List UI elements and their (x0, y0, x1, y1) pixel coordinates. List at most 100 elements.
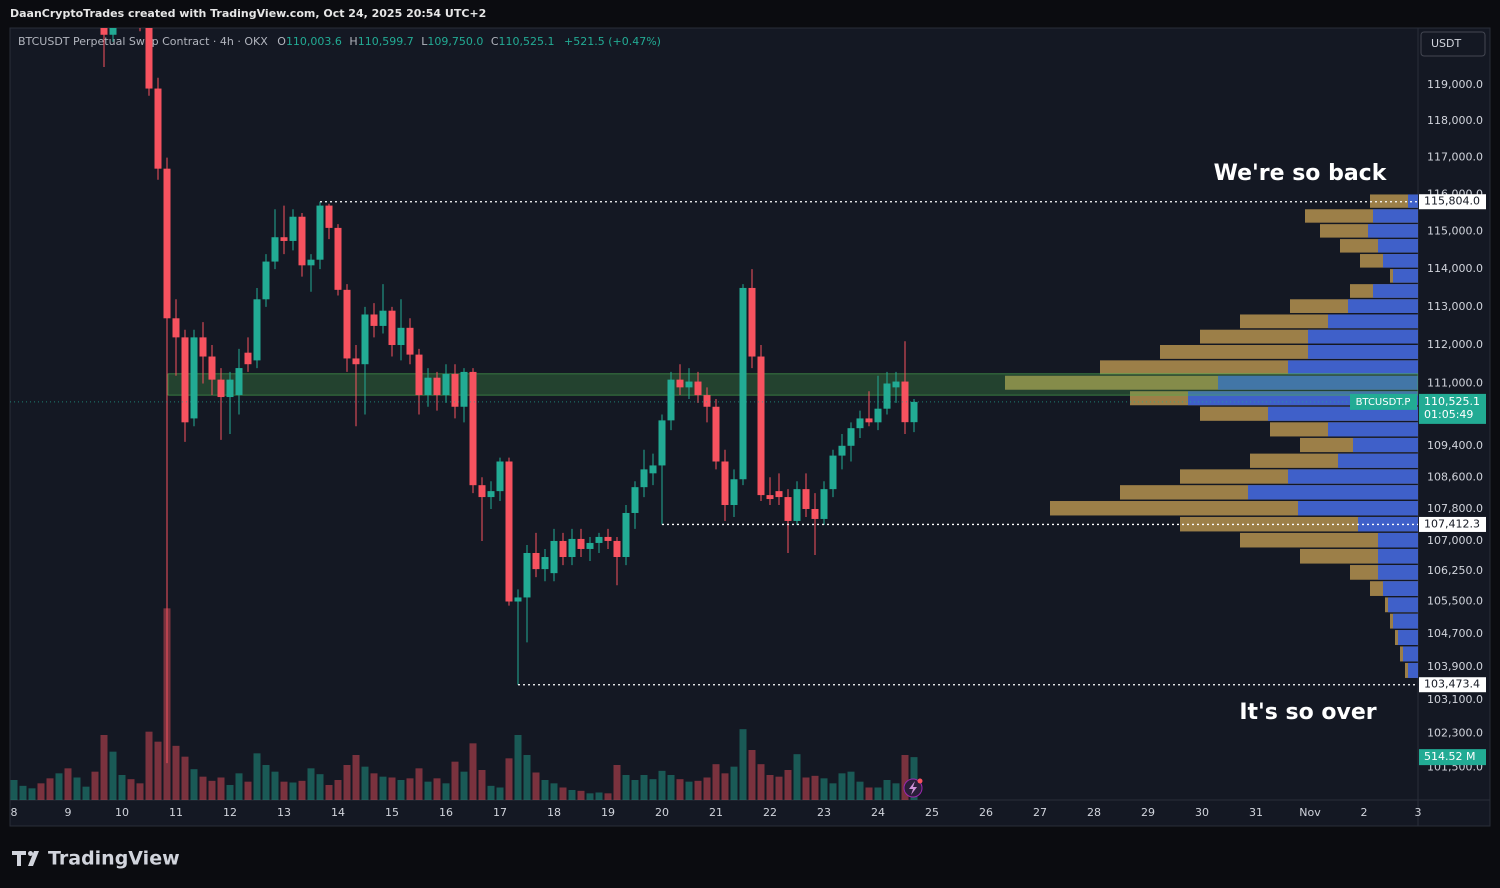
volume-bar (91, 771, 99, 800)
volume-bar (73, 777, 81, 800)
candle-body (496, 461, 504, 492)
candle-body (649, 465, 657, 474)
volume-bar (28, 788, 36, 800)
price-tag (1419, 393, 1486, 424)
volume-bar (352, 755, 360, 800)
volume-bar (604, 793, 612, 800)
candle-body (181, 337, 189, 423)
y-tick-label: 108,600.0 (1427, 470, 1483, 483)
candle-body (631, 487, 639, 513)
candle-body (811, 508, 819, 519)
y-tick-label: 104,700.0 (1427, 627, 1483, 640)
y-tick-label: 102,300.0 (1427, 727, 1483, 740)
currency-button[interactable] (1420, 31, 1486, 57)
candle-body (856, 418, 864, 429)
candle-body (721, 461, 729, 506)
candle-body (766, 495, 774, 500)
volume-bar (460, 771, 468, 800)
volume-bar (721, 773, 729, 800)
volume-bar (289, 782, 297, 800)
legend-key: H (349, 35, 357, 48)
profile-up (1248, 485, 1418, 500)
candle-body (172, 318, 180, 338)
candle-body (676, 379, 684, 388)
profile-up (1408, 194, 1418, 208)
volume-bar (703, 777, 711, 800)
x-tick-label: 30 (1195, 806, 1209, 819)
candle-body (730, 479, 738, 506)
volume-bar (442, 783, 450, 800)
volume-bar (739, 729, 747, 800)
profile-up (1268, 406, 1418, 421)
x-tick-label: 31 (1249, 806, 1263, 819)
legend-key: C (491, 35, 499, 48)
price-tag-countdown: 01:05:49 (1424, 408, 1473, 421)
volume-bar (847, 771, 855, 800)
symbol-tag-label: BTCUSDT.P (1356, 397, 1411, 408)
profile-total (1370, 194, 1418, 208)
volume-bar (199, 776, 207, 800)
volume-bar (901, 755, 909, 800)
y-tick-label: 115,000.0 (1427, 225, 1483, 238)
y-tick-label: 113,000.0 (1427, 300, 1483, 313)
y-tick-label: 114,000.0 (1427, 262, 1483, 275)
candle-body (280, 237, 288, 241)
volume-bar (667, 775, 675, 800)
candle-body (829, 455, 837, 490)
candle-body (244, 352, 252, 365)
candle-body (226, 379, 234, 398)
volume-bar (397, 780, 405, 800)
candle-body (613, 540, 621, 558)
x-tick-label: 27 (1033, 806, 1047, 819)
candle-body (469, 371, 477, 486)
volume-bar (640, 775, 648, 800)
alert-bolt (909, 781, 917, 795)
candle-body (262, 261, 270, 300)
volume-bar (730, 766, 738, 800)
volume-bar (478, 770, 486, 800)
candle-body (271, 237, 279, 262)
volume-bar (514, 735, 522, 800)
profile-up (1378, 532, 1418, 548)
volume-bar (244, 781, 252, 800)
currency-label[interactable]: USDT (1431, 37, 1462, 50)
profile-up (1328, 314, 1418, 329)
candle-body (658, 420, 666, 466)
y-tick-label: 112,000.0 (1427, 338, 1483, 351)
volume-bar (406, 778, 414, 800)
candle-body (397, 327, 405, 346)
volume-bar (775, 776, 783, 800)
volume-bar (523, 755, 531, 800)
candle-body (775, 491, 783, 498)
x-tick-label: 22 (763, 806, 777, 819)
volume-bar (829, 783, 837, 800)
volume-bar (649, 779, 657, 800)
x-tick-label: 17 (493, 806, 507, 819)
annotation: It's so over (1239, 700, 1376, 725)
candle-body (154, 88, 162, 169)
volume-bar (676, 779, 684, 800)
volume-bar (838, 773, 846, 800)
candle-body (523, 552, 531, 598)
x-tick-label: 18 (547, 806, 561, 819)
candle-body (802, 489, 810, 509)
volume-bar (253, 753, 261, 800)
volume-bar (568, 790, 576, 800)
profile-up (1373, 209, 1418, 223)
x-tick-label: 16 (439, 806, 453, 819)
profile-up (1378, 548, 1418, 564)
y-tick-label: 103,100.0 (1427, 693, 1483, 706)
volume-bar (19, 785, 27, 800)
candle-body (406, 327, 414, 355)
volume-bar (865, 787, 873, 800)
legend: BTCUSDT Perpetual Swap Contract · 4h · O… (18, 35, 661, 48)
y-tick-label: 109,400.0 (1427, 439, 1483, 452)
x-tick-label: 19 (601, 806, 615, 819)
profile-up (1403, 646, 1418, 662)
y-tick-label: 105,500.0 (1427, 595, 1483, 608)
volume-bar (388, 777, 396, 800)
volume-bar (784, 770, 792, 800)
profile-up (1298, 501, 1418, 516)
candle-body (667, 379, 675, 421)
candle-body (433, 377, 441, 396)
